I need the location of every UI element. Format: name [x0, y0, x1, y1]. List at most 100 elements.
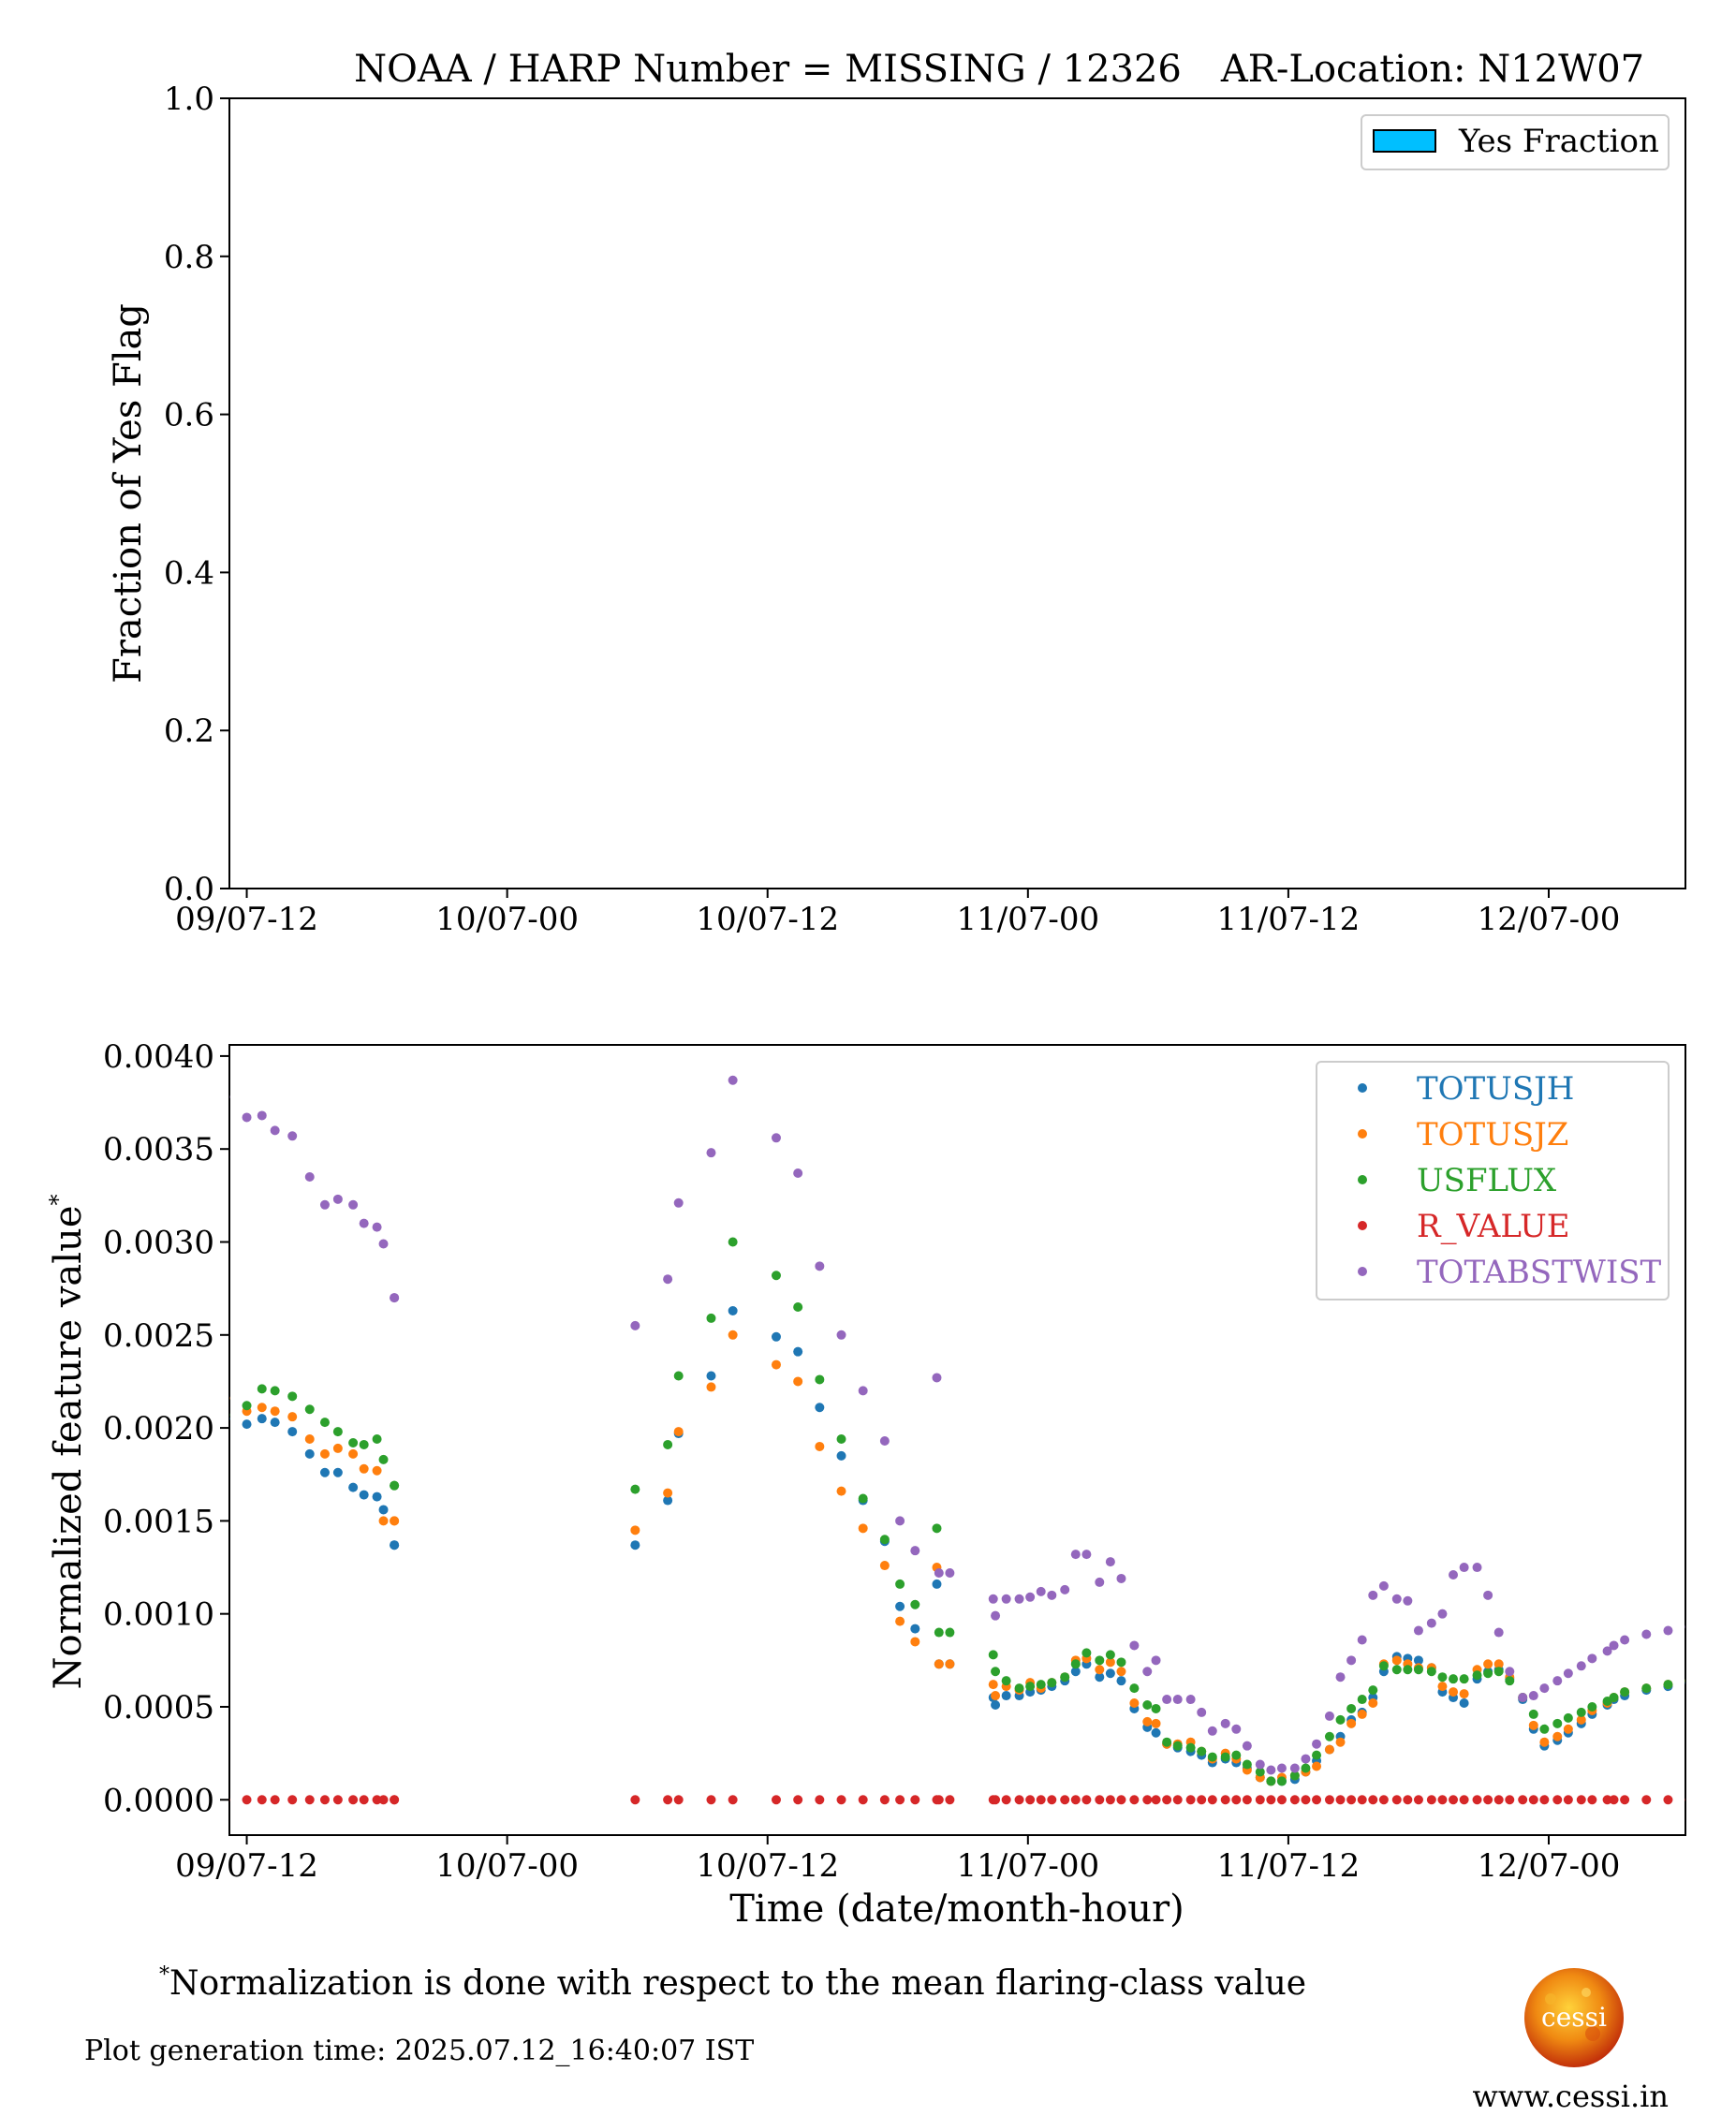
point-usflux	[1335, 1714, 1346, 1725]
point-r-value	[895, 1795, 905, 1805]
top-ytick-label: 0.0	[164, 871, 214, 908]
point-totabstwist	[1368, 1590, 1378, 1600]
point-usflux	[1105, 1650, 1115, 1660]
point-totusjz	[1105, 1657, 1115, 1668]
point-r-value	[1609, 1795, 1619, 1805]
point-totabstwist	[1001, 1594, 1011, 1604]
point-r-value	[1312, 1795, 1322, 1805]
legend-bottom: TOTUSJH TOTUSJZ USFLUX R_VALUE TOTABSTWIST	[1316, 1061, 1670, 1300]
point-totabstwist	[1185, 1695, 1196, 1705]
point-totabstwist	[1335, 1672, 1346, 1683]
bottom-ytick-label: 0.0005	[103, 1689, 214, 1727]
point-totusjz	[879, 1561, 890, 1571]
point-totusjz	[270, 1406, 280, 1417]
point-usflux	[1459, 1674, 1469, 1684]
point-r-value	[1220, 1795, 1230, 1805]
point-totusjh	[332, 1467, 343, 1477]
point-usflux	[1663, 1680, 1673, 1690]
point-usflux	[793, 1302, 803, 1313]
point-r-value	[728, 1795, 738, 1805]
point-r-value	[1493, 1795, 1504, 1805]
point-usflux	[1368, 1685, 1378, 1696]
point-totusjz	[728, 1330, 738, 1340]
legend-swatch-yes-fraction	[1373, 129, 1436, 153]
point-totusjz	[1576, 1714, 1586, 1725]
legend-label-totabstwist: TOTABSTWIST	[1417, 1254, 1662, 1291]
point-r-value	[1289, 1795, 1300, 1805]
point-usflux	[1505, 1676, 1515, 1686]
point-totusjz	[378, 1516, 389, 1526]
point-usflux	[836, 1434, 846, 1445]
point-totabstwist	[332, 1194, 343, 1204]
point-totusjz	[663, 1488, 673, 1498]
point-usflux	[257, 1384, 267, 1394]
point-totusjz	[319, 1448, 330, 1459]
top-ytick-label: 0.8	[164, 239, 214, 276]
yes-fraction-panel: NOAA / HARP Number = MISSING / 12326 AR-…	[107, 48, 1686, 938]
normalization-note: *Normalization is done with respect to t…	[159, 1963, 1306, 2003]
point-usflux	[1255, 1767, 1265, 1777]
point-totabstwist	[1663, 1625, 1673, 1636]
point-totusjz	[1539, 1737, 1550, 1747]
point-totusjz	[1346, 1718, 1357, 1728]
point-totusjz	[793, 1376, 803, 1387]
point-usflux	[1391, 1665, 1402, 1675]
point-r-value	[836, 1795, 846, 1805]
point-usflux	[1426, 1667, 1436, 1677]
point-totabstwist	[1142, 1667, 1153, 1677]
point-totusjz	[287, 1412, 298, 1422]
point-totusjz	[836, 1486, 846, 1496]
point-totusjz	[1437, 1682, 1448, 1692]
point-totabstwist	[1289, 1763, 1300, 1773]
point-usflux	[910, 1599, 920, 1609]
point-totusjz	[1142, 1716, 1153, 1727]
point-totabstwist	[991, 1610, 1001, 1621]
point-r-value	[1070, 1795, 1081, 1805]
point-totusjz	[988, 1680, 998, 1690]
point-usflux	[1081, 1648, 1092, 1658]
point-r-value	[1207, 1795, 1217, 1805]
point-totabstwist	[1391, 1594, 1402, 1604]
point-r-value	[1505, 1795, 1515, 1805]
bottom-ytick-label: 0.0010	[103, 1596, 214, 1634]
point-totabstwist	[1609, 1640, 1619, 1651]
point-totusjz	[1449, 1687, 1459, 1697]
point-r-value	[1142, 1795, 1153, 1805]
point-r-value	[378, 1795, 389, 1805]
point-usflux	[879, 1535, 890, 1545]
point-r-value	[1047, 1795, 1057, 1805]
legend-marker-totusjh	[1358, 1083, 1367, 1093]
point-totusjz	[858, 1523, 868, 1534]
point-usflux	[1142, 1699, 1153, 1710]
legend-label-totusjh: TOTUSJH	[1417, 1070, 1574, 1108]
point-usflux	[242, 1401, 252, 1411]
point-usflux	[1220, 1752, 1230, 1762]
point-usflux	[706, 1313, 716, 1323]
y-axis-label-marker: *	[45, 1195, 71, 1206]
point-usflux	[1413, 1665, 1423, 1675]
point-totabstwist	[1413, 1625, 1423, 1636]
y-axis-label-top: Fraction of Yes Flag	[107, 303, 150, 683]
point-usflux	[1301, 1763, 1311, 1773]
point-totusjh	[1459, 1698, 1469, 1709]
point-totusjh	[910, 1624, 920, 1634]
point-r-value	[630, 1795, 640, 1805]
bottom-ytick-label: 0.0015	[103, 1503, 214, 1540]
point-totusjh	[1116, 1676, 1126, 1686]
point-r-value	[1231, 1795, 1242, 1805]
point-totusjz	[1528, 1720, 1538, 1730]
point-totusjz	[910, 1637, 920, 1647]
point-totusjz	[359, 1463, 369, 1474]
bottom-xtick-label: 11/07-12	[1217, 1847, 1361, 1885]
point-r-value	[1266, 1795, 1276, 1805]
point-totabstwist	[270, 1125, 280, 1136]
point-totusjh	[1070, 1667, 1081, 1677]
point-r-value	[359, 1795, 369, 1805]
point-usflux	[1276, 1776, 1287, 1786]
point-totabstwist	[1105, 1557, 1115, 1567]
point-usflux	[1472, 1670, 1482, 1681]
website: www.cessi.in	[1473, 2079, 1670, 2114]
top-xtick-label: 12/07-00	[1478, 901, 1621, 938]
point-totabstwist	[1378, 1580, 1389, 1591]
point-totabstwist	[1493, 1627, 1504, 1638]
